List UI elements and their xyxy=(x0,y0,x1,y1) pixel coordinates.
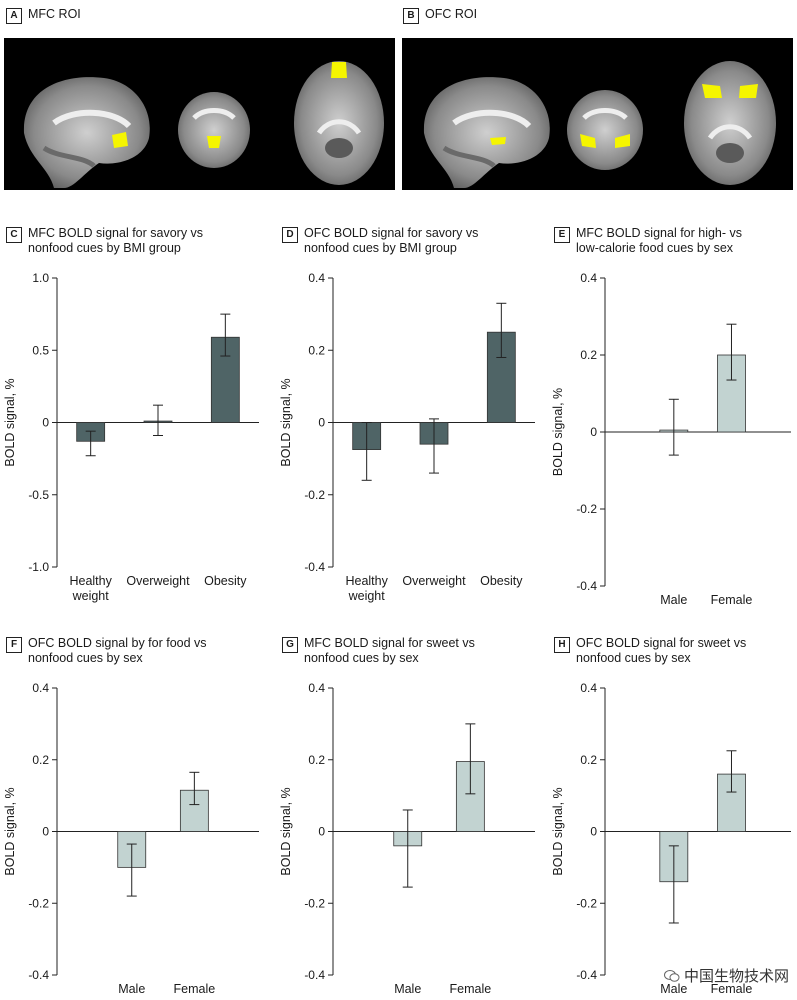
chart-title: MFC BOLD signal for high- vs low-calorie… xyxy=(576,226,743,255)
wechat-icon xyxy=(663,969,680,982)
panel-a-header: A MFC ROI xyxy=(6,7,81,24)
y-tick-label: -1.0 xyxy=(28,560,49,574)
chart-panel-e: E MFC BOLD signal for high- vs low-calori… xyxy=(548,226,797,611)
y-axis-label: BOLD signal, % xyxy=(3,787,17,875)
y-tick-label: 0.4 xyxy=(580,271,597,285)
y-tick-label: 1.0 xyxy=(32,271,49,285)
y-tick-label: 0.2 xyxy=(308,753,325,767)
chart-panel-c: C MFC BOLD signal for savory vs nonfood c… xyxy=(0,226,265,611)
coronal-slice xyxy=(567,90,643,170)
panel-letter: A xyxy=(6,8,22,24)
panel-title: OFC ROI xyxy=(425,7,478,21)
y-tick-label: -0.4 xyxy=(576,968,597,982)
panel-b-header: B OFC ROI xyxy=(403,7,477,24)
y-axis-label: BOLD signal, % xyxy=(279,378,293,466)
x-category-label: Obesity xyxy=(480,574,523,588)
y-axis-label: BOLD signal, % xyxy=(279,787,293,875)
x-category-label: Healthy weight xyxy=(345,574,388,603)
ofc-roi-brain-image xyxy=(402,38,793,190)
axial-slice xyxy=(294,61,384,185)
y-axis-label: BOLD signal, % xyxy=(551,787,565,875)
y-tick-label: -0.2 xyxy=(576,896,597,910)
chart-panel-h: H OFC BOLD signal for sweet vs nonfood cu… xyxy=(548,636,797,1000)
watermark-text: 中国生物技术网 xyxy=(683,967,789,985)
y-tick-label: 0.2 xyxy=(580,348,597,362)
y-tick-label: 0 xyxy=(318,416,325,430)
y-tick-label: 0.2 xyxy=(32,753,49,767)
panel-letter: F xyxy=(6,637,22,653)
panel-letter: G xyxy=(282,637,298,653)
chart-title: MFC BOLD signal for sweet vs nonfood cue… xyxy=(304,636,475,665)
axial-slice xyxy=(684,61,776,185)
x-category-label: Female xyxy=(711,982,753,996)
chart-title: MFC BOLD signal for savory vs nonfood cu… xyxy=(28,226,204,255)
roi-highlight xyxy=(112,132,128,148)
y-tick-label: -0.2 xyxy=(576,502,597,516)
x-category-label: Female xyxy=(174,982,216,996)
watermark: 中国生物技术网 xyxy=(663,965,789,986)
panel-letter: C xyxy=(6,227,22,243)
x-category-label: Obesity xyxy=(204,574,247,588)
chart-svg: 0.4 0.2 0 -0.2 -0.4 BOLD signal, % Male Female xyxy=(279,681,535,996)
chart-header: C MFC BOLD signal for savory vs nonfood c… xyxy=(6,226,203,256)
chart-panel-d: D OFC BOLD signal for savory vs nonfood c… xyxy=(276,226,541,611)
y-tick-label: 0.4 xyxy=(580,681,597,695)
panel-letter: E xyxy=(554,227,570,243)
x-category-label: Female xyxy=(450,982,492,996)
chart-title: OFC BOLD signal for sweet vs nonfood cue… xyxy=(576,636,747,665)
chart-header: H OFC BOLD signal for sweet vs nonfood cu… xyxy=(554,636,746,666)
chart-svg: 0.4 0.2 0 -0.2 -0.4 BOLD signal, % Male Female xyxy=(551,681,791,996)
chart-svg: 0.4 0.2 0 -0.2 -0.4 BOLD signal, % Male Female xyxy=(551,271,791,607)
chart-header: G MFC BOLD signal for sweet vs nonfood cu… xyxy=(282,636,475,666)
chart-svg: 1.0 0.5 0 -0.5 -1.0 BOLD signal, % Healthy weig… xyxy=(3,271,259,603)
x-category-label: Overweight xyxy=(126,574,190,588)
y-tick-label: 0 xyxy=(590,825,597,839)
sagittal-slice xyxy=(23,77,150,188)
y-axis-label: BOLD signal, % xyxy=(3,378,17,466)
x-category-label: Male xyxy=(660,982,687,996)
chart-header: F OFC BOLD signal by for food vs nonfood … xyxy=(6,636,207,666)
y-tick-label: 0.2 xyxy=(580,753,597,767)
y-tick-label: -0.4 xyxy=(304,968,325,982)
y-tick-label: 0 xyxy=(42,416,49,430)
chart-title: OFC BOLD signal for savory vs nonfood cu… xyxy=(304,226,479,255)
y-tick-label: 0 xyxy=(42,825,49,839)
panel-letter: B xyxy=(403,8,419,24)
x-category-label: Healthy weight xyxy=(69,574,112,603)
chart-header: E MFC BOLD signal for high- vs low-calori… xyxy=(554,226,742,256)
y-tick-label: -0.4 xyxy=(304,560,325,574)
coronal-slice xyxy=(178,92,250,168)
chart-svg: 0.4 0.2 0 -0.2 -0.4 BOLD signal, % Male Female xyxy=(3,681,259,996)
chart-panel-f: F OFC BOLD signal by for food vs nonfood … xyxy=(0,636,265,1000)
x-category-label: Male xyxy=(394,982,421,996)
y-tick-label: -0.2 xyxy=(304,488,325,502)
y-tick-label: 0 xyxy=(318,825,325,839)
x-category-label: Female xyxy=(711,593,753,607)
y-tick-label: -0.2 xyxy=(28,896,49,910)
mfc-roi-brain-image xyxy=(4,38,395,190)
chart-panel-g: G MFC BOLD signal for sweet vs nonfood cu… xyxy=(276,636,541,1000)
y-tick-label: 0.5 xyxy=(32,343,49,357)
chart-title: OFC BOLD signal by for food vs nonfood c… xyxy=(28,636,207,665)
y-tick-label: 0.4 xyxy=(308,271,325,285)
y-tick-label: -0.4 xyxy=(576,579,597,593)
y-tick-label: 0 xyxy=(590,425,597,439)
x-category-label: Male xyxy=(118,982,145,996)
y-axis-label: BOLD signal, % xyxy=(551,388,565,476)
y-tick-label: -0.4 xyxy=(28,968,49,982)
panel-letter: H xyxy=(554,637,570,653)
chart-header: D OFC BOLD signal for savory vs nonfood c… xyxy=(282,226,478,256)
panel-title: MFC ROI xyxy=(28,7,81,21)
panel-letter: D xyxy=(282,227,298,243)
y-tick-label: 0.2 xyxy=(308,343,325,357)
y-tick-label: -0.5 xyxy=(28,488,49,502)
x-category-label: Overweight xyxy=(402,574,466,588)
chart-svg: 0.4 0.2 0 -0.2 -0.4 BOLD signal, % Healthy weig… xyxy=(279,271,535,603)
y-tick-label: -0.2 xyxy=(304,896,325,910)
x-category-label: Male xyxy=(660,593,687,607)
sagittal-slice xyxy=(423,77,550,188)
y-tick-label: 0.4 xyxy=(308,681,325,695)
y-tick-label: 0.4 xyxy=(32,681,49,695)
